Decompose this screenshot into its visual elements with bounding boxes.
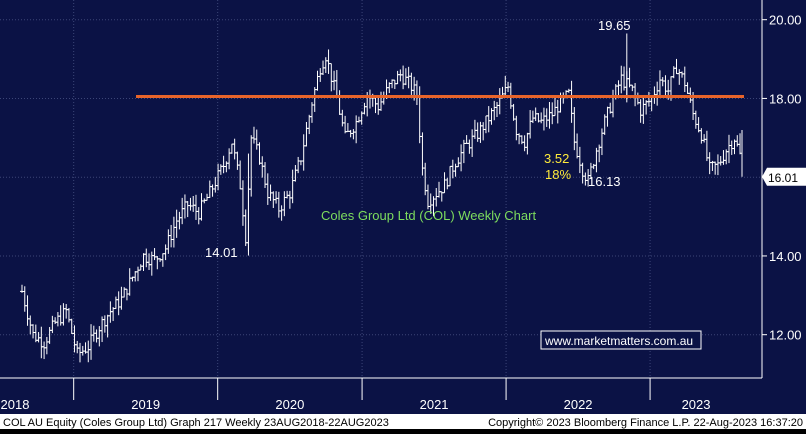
last-price-marker [762, 167, 806, 186]
x-tick-label: 2018 [1, 397, 30, 412]
footer-left: COL AU Equity (Coles Group Ltd) Graph 21… [3, 417, 389, 429]
low-2022-annotation: 16.13 [588, 174, 621, 189]
price-bars [20, 33, 743, 363]
y-tick-label: 20.00 [769, 13, 802, 28]
x-tick-label: 2019 [131, 397, 160, 412]
x-axis-ticks: 2018 2019 2020 2021 2022 2023 [1, 378, 711, 412]
low-2020-annotation: 14.01 [205, 245, 238, 260]
move-pct-annotation: 18% [545, 167, 571, 182]
x-axis-panel [0, 378, 806, 414]
x-tick-label: 2020 [275, 397, 304, 412]
y-tick-label: 12.00 [769, 328, 802, 343]
y-axis-panel [762, 0, 806, 378]
last-price-flag: 16.01 [762, 167, 806, 186]
chart-title: Coles Group Ltd (COL) Weekly Chart [321, 208, 536, 223]
move-value-annotation: 3.52 [544, 151, 569, 166]
x-tick-label: 2022 [564, 397, 593, 412]
website-box [540, 330, 702, 350]
last-price-label: 16.01 [768, 171, 798, 185]
x-tick-label: 2023 [682, 397, 711, 412]
plot-area [0, 0, 762, 378]
x-tick-label: 2021 [420, 397, 449, 412]
y-tick-label: 14.00 [769, 249, 802, 264]
y-tick-label: 18.00 [769, 91, 802, 106]
footer-bar [0, 414, 806, 429]
high-annotation: 19.65 [598, 18, 631, 33]
website-label: www.marketmatters.com.au [544, 334, 693, 348]
footer-right: Copyright© 2023 Bloomberg Finance L.P. 2… [488, 417, 803, 429]
